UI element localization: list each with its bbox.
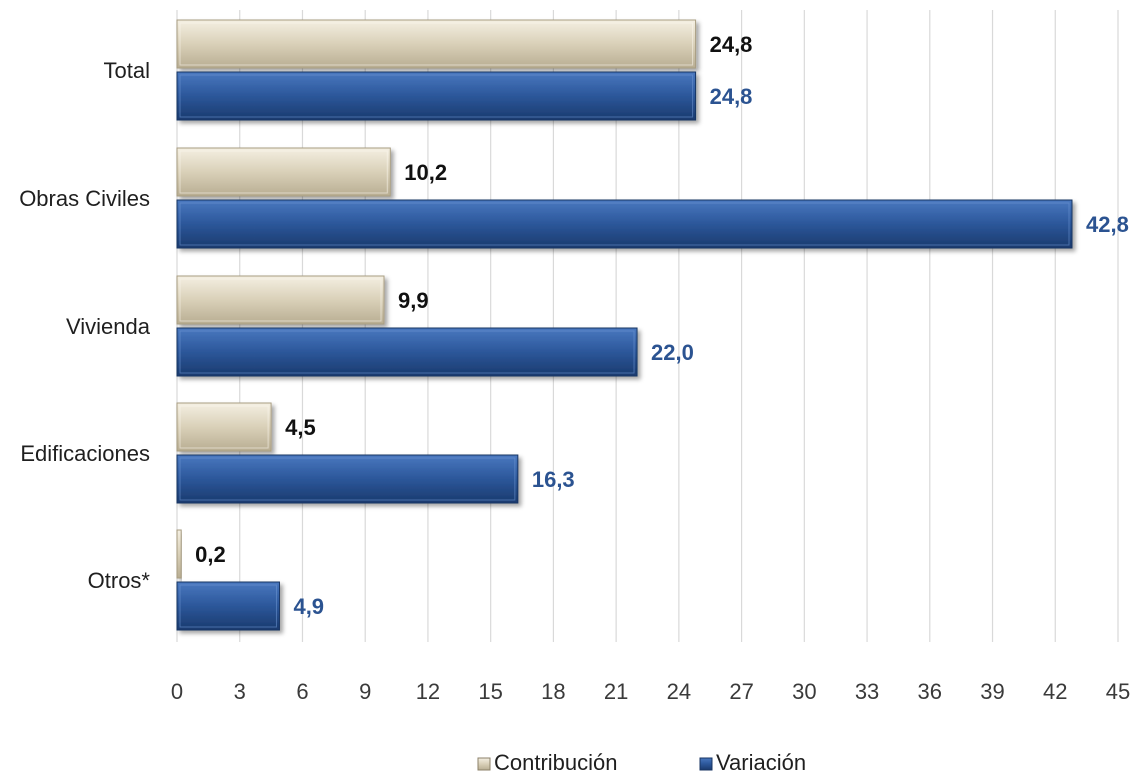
legend-label-contribucion: Contribución: [494, 750, 618, 775]
x-tick-label: 12: [416, 679, 440, 704]
data-label-variacion-2: 22,0: [651, 340, 694, 365]
bar-bevel: [179, 405, 269, 449]
bar-bevel: [179, 330, 635, 374]
x-tick-label: 30: [792, 679, 816, 704]
legend-swatch-variacion: [699, 757, 713, 771]
category-label: Total: [104, 58, 150, 83]
bar-contribucion-1: [176, 147, 391, 197]
bar-variacion-2: [176, 327, 638, 377]
data-label-variacion-3: 16,3: [532, 467, 575, 492]
x-tick-label: 9: [359, 679, 371, 704]
data-label-contribucion-2: 9,9: [398, 288, 429, 313]
data-labels: 24,8 24,8 10,2 42,8 9,9 22,0 4,5 16,3 0,2 4,9: [195, 32, 1129, 619]
x-tick-label: 42: [1043, 679, 1067, 704]
bar-variacion-1: [176, 199, 1073, 249]
x-tick-label: 0: [171, 679, 183, 704]
x-tick-label: 45: [1106, 679, 1130, 704]
x-tick-label: 6: [296, 679, 308, 704]
x-tick-label: 15: [478, 679, 502, 704]
data-label-contribucion-3: 4,5: [285, 415, 316, 440]
data-label-variacion-4: 4,9: [293, 594, 324, 619]
legend: Contribución Variación: [477, 750, 806, 775]
legend-swatch-contribucion: [477, 757, 491, 771]
data-label-contribucion-0: 24,8: [710, 32, 753, 57]
category-label: Obras Civiles: [19, 186, 150, 211]
x-tick-label: 21: [604, 679, 628, 704]
data-label-contribucion-1: 10,2: [404, 160, 447, 185]
bar-variacion-0: [176, 71, 697, 121]
bar-contribucion-0: [176, 19, 697, 69]
x-tick-label: 27: [729, 679, 753, 704]
legend-label-variacion: Variación: [716, 750, 806, 775]
bar-contribucion-2: [176, 275, 385, 325]
bars: [176, 19, 1073, 631]
category-label: Vivienda: [66, 314, 151, 339]
bar-bevel: [179, 74, 694, 118]
category-label: Otros*: [88, 568, 151, 593]
x-tick-label: 36: [918, 679, 942, 704]
x-tick-label: 18: [541, 679, 565, 704]
bar-bevel: [179, 584, 277, 628]
bar-bevel: [179, 150, 388, 194]
bar-bevel: [179, 202, 1070, 246]
bar-bevel: [179, 278, 382, 322]
x-tick-label: 33: [855, 679, 879, 704]
bar-variacion-3: [176, 454, 519, 504]
bar-variacion-4: [176, 581, 280, 631]
category-label: Edificaciones: [20, 441, 150, 466]
x-tick-label: 3: [234, 679, 246, 704]
x-tick-label: 24: [667, 679, 691, 704]
data-label-variacion-0: 24,8: [710, 84, 753, 109]
bar-bevel: [179, 457, 516, 501]
x-tick-label: 39: [980, 679, 1004, 704]
data-label-variacion-1: 42,8: [1086, 212, 1129, 237]
data-label-contribucion-4: 0,2: [195, 542, 226, 567]
bar-contribucion-4: [176, 529, 182, 579]
bar-bevel: [179, 22, 694, 66]
bar-contribucion-3: [176, 402, 272, 452]
